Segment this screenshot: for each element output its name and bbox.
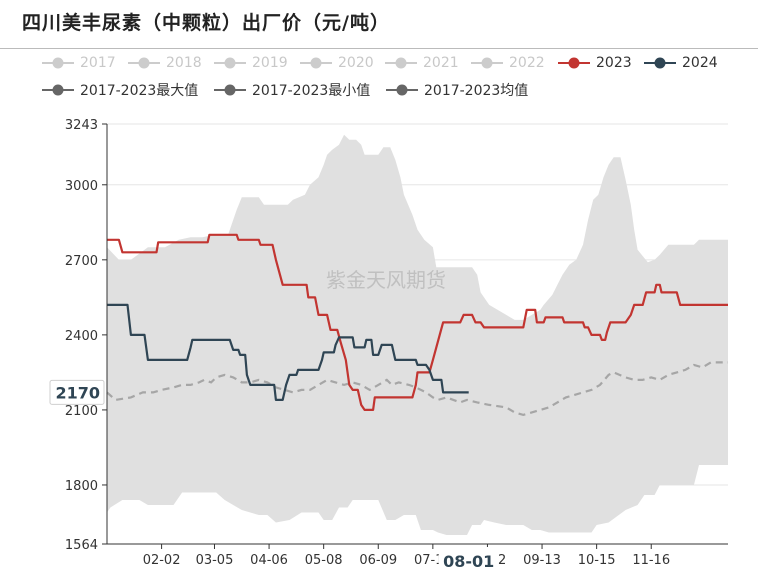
x-pointer-bg [438,547,499,573]
legend: 2017 2018 2019 2020 2021 2022 2023 2024 2017-202… [40,50,760,106]
y-tick-label: 1564 [65,538,98,553]
legend-marker-icon [386,84,418,96]
y-pointer-label: 2170 [55,383,100,402]
legend-item-row1-0[interactable]: 2017 [40,50,116,76]
range-band [107,134,728,536]
legend-marker-icon [42,84,74,96]
legend-label: 2017-2023均值 [424,83,529,99]
x-tick-label: 02-02 [143,553,181,568]
legend-label: 2022 [509,55,545,71]
y-tick-label: 2100 [65,404,98,419]
legend-label: 2020 [338,55,374,71]
legend-item-row1-3[interactable]: 2020 [298,50,374,76]
x-pointer-label: 08-01 [443,552,494,571]
legend-item-row2-2[interactable]: 2017-2023均值 [384,77,528,103]
legend-item-row1-7[interactable]: 2024 [642,50,718,76]
legend-label: 2024 [682,55,718,71]
legend-label: 2017-2023最大值 [80,83,199,99]
legend-item-row1-6[interactable]: 2023 [556,50,632,76]
legend-label: 2021 [423,55,459,71]
legend-item-row2-0[interactable]: 2017-2023最大值 [40,77,198,103]
legend-marker-icon [558,57,590,69]
y-tick-label: 2400 [65,329,98,344]
legend-marker-icon [128,57,160,69]
y-tick-label: 2700 [65,254,98,269]
legend-label: 2018 [166,55,202,71]
legend-marker-icon [300,57,332,69]
legend-marker-icon [214,57,246,69]
y-tick-label: 3000 [65,179,98,194]
legend-label: 2017 [80,55,116,71]
y-tick-label: 1800 [65,479,98,494]
legend-label: 2019 [252,55,288,71]
chart-title: 四川美丰尿素（中颗粒）出厂价（元/吨） [22,12,390,34]
series-average-line [106,361,728,417]
series-2023-line [107,233,728,411]
x-tick-label: 04-06 [250,553,288,568]
legend-item-row1-4[interactable]: 2021 [383,50,459,76]
x-tick-label: 11-16 [632,553,670,568]
title-divider [0,48,758,49]
legend-item-row2-1[interactable]: 2017-2023最小值 [212,77,370,103]
x-tick-label: 05-08 [305,553,343,568]
legend-item-row1-2[interactable]: 2019 [212,50,288,76]
legend-item-row1-5[interactable]: 2022 [469,50,545,76]
legend-marker-icon [42,57,74,69]
legend-label: 2017-2023最小值 [252,83,371,99]
x-tick-label: 03-05 [196,553,234,568]
series-2024-line [107,303,469,401]
legend-marker-icon [471,57,503,69]
x-tick-label: 06-09 [359,553,397,568]
y-pointer-bg [49,379,105,405]
watermark: 紫金天风期货 [326,268,446,292]
y-tick-label: 3243 [65,118,98,133]
legend-marker-icon [644,57,676,69]
legend-item-row1-1[interactable]: 2018 [126,50,202,76]
legend-marker-icon [214,84,246,96]
x-tick-label: 09-13 [523,553,561,568]
x-tick-label: 10-15 [578,553,616,568]
legend-label: 2023 [596,55,632,71]
legend-marker-icon [385,57,417,69]
